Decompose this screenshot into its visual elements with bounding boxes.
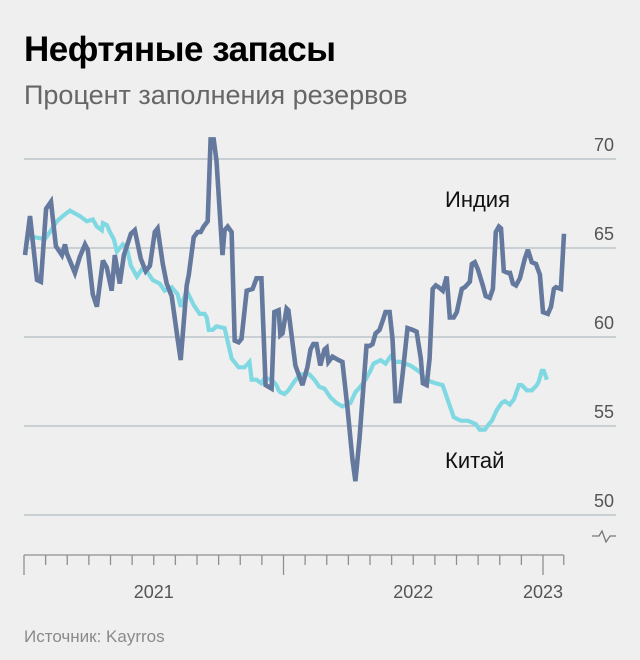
series-label-china: Китай <box>445 448 504 473</box>
y-tick-label: 60 <box>594 313 614 333</box>
series-line-india <box>22 137 567 482</box>
y-tick-label: 50 <box>594 491 614 511</box>
y-axis-tick-labels: 50 55 60 65 70 <box>594 135 614 511</box>
series-line-china <box>24 208 549 432</box>
chart-title: Нефтяные запасы <box>24 30 336 69</box>
source-note: Источник: Kayrros <box>24 627 165 646</box>
chart-subtitle: Процент заполнения резервов <box>24 80 408 110</box>
series-label-india: Индия <box>445 187 510 212</box>
series-labels: Индия Китай <box>445 187 510 473</box>
y-tick-label: 70 <box>594 135 614 155</box>
x-axis: 2021 2022 2023 <box>23 554 565 602</box>
y-tick-label: 55 <box>594 402 614 422</box>
x-tick-label: 2021 <box>134 582 174 602</box>
gridlines <box>24 158 616 516</box>
x-tick-label: 2023 <box>523 582 563 602</box>
axis-break-icon <box>592 529 616 544</box>
x-tick-label: 2022 <box>393 582 433 602</box>
series-lines <box>22 137 567 482</box>
y-tick-label: 65 <box>594 224 614 244</box>
